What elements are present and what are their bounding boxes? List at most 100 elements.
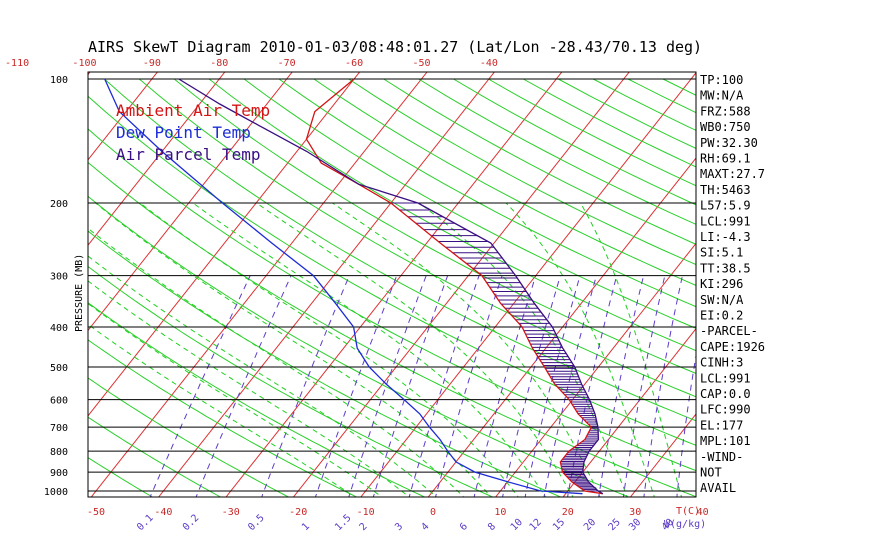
mixing-ratio-line bbox=[261, 275, 350, 497]
legend-item: Dew Point Temp bbox=[116, 123, 251, 142]
dry-adiabat-line bbox=[88, 265, 494, 497]
moist-adiabat-line bbox=[256, 202, 574, 497]
temp-tick-label: -20 bbox=[289, 507, 307, 518]
plot-border bbox=[87, 71, 697, 498]
index-line: MAXT:27.7 bbox=[700, 167, 765, 181]
pressure-tick-label: 200 bbox=[50, 199, 68, 210]
profile-curves bbox=[104, 78, 604, 495]
index-line: PW:32.30 bbox=[700, 136, 758, 150]
dry-adiabat-line bbox=[138, 78, 696, 398]
moist-adiabat-line bbox=[580, 202, 682, 497]
mixing-ratio-tick-label: 0.5 bbox=[246, 513, 267, 534]
moist-adiabat-line bbox=[88, 227, 465, 497]
top-temp-tick-label: -40 bbox=[480, 58, 498, 69]
index-line: LCL:991 bbox=[700, 214, 751, 228]
top-temp-tick-label: -100 bbox=[72, 58, 96, 69]
index-line: WB0:750 bbox=[700, 120, 751, 134]
dry-adiabat-line bbox=[278, 78, 696, 308]
dry-adiabat-line bbox=[88, 416, 222, 497]
top-temp-tick-label: -80 bbox=[210, 58, 228, 69]
dry-adiabat-line bbox=[88, 302, 426, 497]
mixing-ratio-line bbox=[435, 275, 503, 497]
dry-adiabat-line bbox=[88, 377, 290, 497]
pressure-tick-label: 600 bbox=[50, 396, 68, 407]
dry-adiabat-line bbox=[88, 457, 154, 497]
index-line: -WIND- bbox=[700, 450, 743, 464]
chart-title: AIRS SkewT Diagram 2010-01-03/08:48:01.2… bbox=[88, 38, 702, 56]
legend: Ambient Air Temp Dew Point Temp Air Parcel… bbox=[116, 101, 270, 164]
mixing-ratio-line bbox=[622, 275, 666, 497]
top-temp-tick-label: -90 bbox=[143, 58, 161, 69]
moist-adiabat-line bbox=[88, 323, 356, 497]
temp-tick-label: 10 bbox=[494, 507, 506, 518]
dewpoint-profile-line bbox=[104, 78, 583, 495]
mixing-ratio-line bbox=[372, 275, 449, 497]
dry-adiabat-line bbox=[243, 78, 696, 329]
temp-tick-label: -30 bbox=[222, 507, 240, 518]
mixing-ratio-tick-label: 0.1 bbox=[135, 513, 156, 534]
isotherm-line bbox=[88, 72, 226, 246]
top-temp-tick-label: -110 bbox=[5, 58, 29, 69]
mixing-ratio-line bbox=[473, 275, 537, 497]
isotherm-line bbox=[88, 72, 293, 332]
moist-adiabat-line bbox=[88, 255, 438, 497]
isotherm-line bbox=[763, 70, 870, 500]
mixing-ratio-line bbox=[314, 275, 398, 497]
pressure-tick-label: 100 bbox=[50, 75, 68, 86]
mixing-ratio-tick-label: 25 bbox=[607, 517, 623, 533]
index-line: LCL:991 bbox=[700, 371, 751, 385]
ambient-profile-line bbox=[305, 78, 603, 495]
mixing-ratio-label: W(g/kg) bbox=[664, 519, 706, 530]
dry-adiabat-line bbox=[88, 339, 358, 497]
index-line: TT:38.5 bbox=[700, 261, 751, 275]
cape-hatching bbox=[390, 202, 599, 492]
mixing-ratio-tick-label: 20 bbox=[582, 517, 598, 533]
index-line: EI:0.2 bbox=[700, 309, 743, 323]
dry-adiabat-line bbox=[88, 230, 562, 497]
pressure-tick-label: 1000 bbox=[44, 487, 68, 498]
pressure-tick-label: 400 bbox=[50, 323, 68, 334]
mixing-ratio-line bbox=[543, 275, 597, 497]
mixing-ratio-tick-label: 1 bbox=[300, 521, 312, 533]
mixing-ratio-tick-label: 4 bbox=[419, 521, 431, 533]
mixing-ratio-tick-label: 30 bbox=[627, 517, 643, 533]
mixing-ratio-line bbox=[643, 275, 683, 497]
top-temp-tick-label: -60 bbox=[345, 58, 363, 69]
mixing-ratio-tick-label: 1.5 bbox=[333, 513, 354, 534]
isotherm-line bbox=[495, 242, 696, 497]
pressure-tick-label: 300 bbox=[50, 272, 68, 283]
mixing-ratio-tick-label: 0.2 bbox=[181, 513, 202, 534]
index-line: CAP:0.0 bbox=[700, 387, 751, 401]
dry-adiabat-line bbox=[173, 78, 696, 374]
moist-adiabat-line bbox=[139, 202, 519, 497]
index-line: SW:N/A bbox=[700, 293, 744, 307]
parcel-profile-line bbox=[178, 78, 604, 495]
isotherm-line bbox=[562, 327, 696, 497]
dry-adiabat-line bbox=[313, 78, 696, 286]
dry-adiabat-line bbox=[523, 78, 696, 168]
dry-adiabat-line bbox=[208, 78, 696, 352]
index-line: MW:N/A bbox=[700, 89, 744, 103]
mixing-ratio-line bbox=[567, 275, 618, 497]
mixing-ratio-line bbox=[195, 275, 292, 497]
legend-item: Ambient Air Temp bbox=[116, 101, 270, 120]
isotherm-line bbox=[88, 72, 361, 417]
index-line: TH:5463 bbox=[700, 183, 751, 197]
y-axis-label: PRESSURE (MB) bbox=[74, 254, 85, 332]
mixing-ratio-tick-label: 10 bbox=[509, 517, 525, 533]
index-line: MPL:101 bbox=[700, 434, 751, 448]
mixing-ratio-tick-label: 12 bbox=[528, 517, 544, 533]
temp-tick-label: -10 bbox=[357, 507, 375, 518]
dry-adiabat-line bbox=[88, 195, 631, 497]
mixing-ratio-line bbox=[598, 275, 645, 497]
mixing-ratio-line bbox=[149, 275, 251, 497]
index-line: EL:177 bbox=[700, 418, 743, 432]
temp-tick-label: 40 bbox=[697, 507, 709, 518]
temp-tick-label: -50 bbox=[87, 507, 105, 518]
axes-frame bbox=[87, 71, 697, 498]
temp-tick-label: 30 bbox=[629, 507, 641, 518]
dry-adiabat-line bbox=[88, 128, 696, 472]
temp-tick-label: -40 bbox=[154, 507, 172, 518]
index-line: TP:100 bbox=[700, 73, 743, 87]
